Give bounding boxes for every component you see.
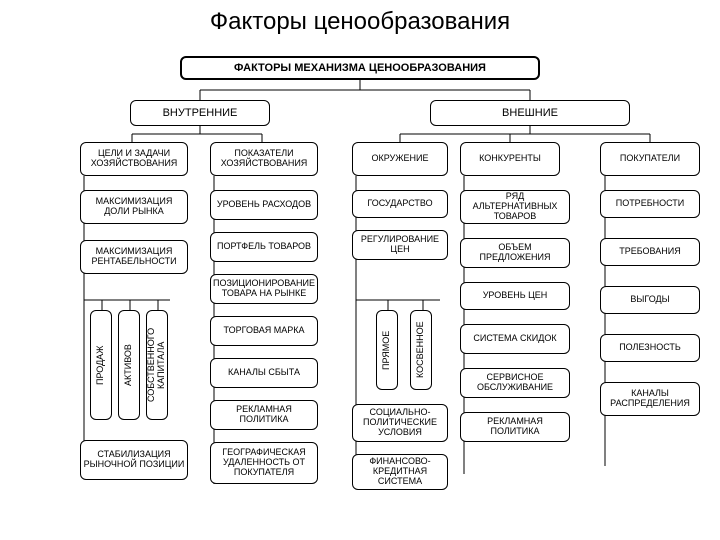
comp-item-5: РЕКЛАМНАЯ ПОЛИТИКА [460,412,570,442]
comp-item-3: СИСТЕМА СКИДОК [460,324,570,354]
env-sub-1: КОСВЕННОЕ [410,310,432,390]
buyers-item-4: КАНАЛЫ РАСПРЕДЕЛЕНИЯ [600,382,700,416]
head-indicators: ПОКАЗАТЕЛИ ХОЗЯЙСТВОВАНИЯ [210,142,318,176]
goals-sub-2: СОБСТВЕННОГО КАПИТАЛА [146,310,168,420]
buyers-item-0: ПОТРЕБНОСТИ [600,190,700,218]
env-item-3: ФИНАНСОВО-КРЕДИТНАЯ СИСТЕМА [352,454,448,490]
comp-item-0: РЯД АЛЬТЕРНАТИВНЫХ ТОВАРОВ [460,190,570,224]
indicator-item-5: РЕКЛАМНАЯ ПОЛИТИКА [210,400,318,430]
goals-sub-0: ПРОДАЖ [90,310,112,420]
indicator-item-2: ПОЗИЦИОНИРОВАНИЕ ТОВАРА НА РЫНКЕ [210,274,318,304]
indicator-item-1: ПОРТФЕЛЬ ТОВАРОВ [210,232,318,262]
head-environment: ОКРУЖЕНИЕ [352,142,448,176]
indicator-item-6: ГЕОГРАФИЧЕСКАЯ УДАЛЕННОСТЬ ОТ ПОКУПАТЕЛЯ [210,442,318,484]
page-title: Факторы ценообразования [0,0,720,36]
env-item-0: ГОСУДАРСТВО [352,190,448,218]
comp-item-4: СЕРВИСНОЕ ОБСЛУЖИВАНИЕ [460,368,570,398]
buyers-item-2: ВЫГОДЫ [600,286,700,314]
goals-item-2: СТАБИЛИЗАЦИЯ РЫНОЧНОЙ ПОЗИЦИИ [80,440,188,480]
group-external: ВНЕШНИЕ [430,100,630,126]
goals-item-0: МАКСИМИЗАЦИЯ ДОЛИ РЫНКА [80,190,188,224]
env-sub-0: ПРЯМОЕ [376,310,398,390]
diagram-header: ФАКТОРЫ МЕХАНИЗМА ЦЕНООБРАЗОВАНИЯ [180,56,540,80]
comp-item-1: ОБЪЕМ ПРЕДЛОЖЕНИЯ [460,238,570,268]
head-competitors: КОНКУРЕНТЫ [460,142,560,176]
env-item-1: РЕГУЛИРОВАНИЕ ЦЕН [352,230,448,260]
goals-item-1: МАКСИМИЗАЦИЯ РЕНТАБЕЛЬНОСТИ [80,240,188,274]
buyers-item-1: ТРЕБОВАНИЯ [600,238,700,266]
comp-item-2: УРОВЕНЬ ЦЕН [460,282,570,310]
goals-sub-1: АКТИВОВ [118,310,140,420]
indicator-item-0: УРОВЕНЬ РАСХОДОВ [210,190,318,220]
buyers-item-3: ПОЛЕЗНОСТЬ [600,334,700,362]
indicator-item-4: КАНАЛЫ СБЫТА [210,358,318,388]
head-goals: ЦЕЛИ И ЗАДАЧИ ХОЗЯЙСТВОВАНИЯ [80,142,188,176]
indicator-item-3: ТОРГОВАЯ МАРКА [210,316,318,346]
group-internal: ВНУТРЕННИЕ [130,100,270,126]
head-buyers: ПОКУПАТЕЛИ [600,142,700,176]
env-item-2: СОЦИАЛЬНО-ПОЛИТИЧЕСКИЕ УСЛОВИЯ [352,404,448,442]
